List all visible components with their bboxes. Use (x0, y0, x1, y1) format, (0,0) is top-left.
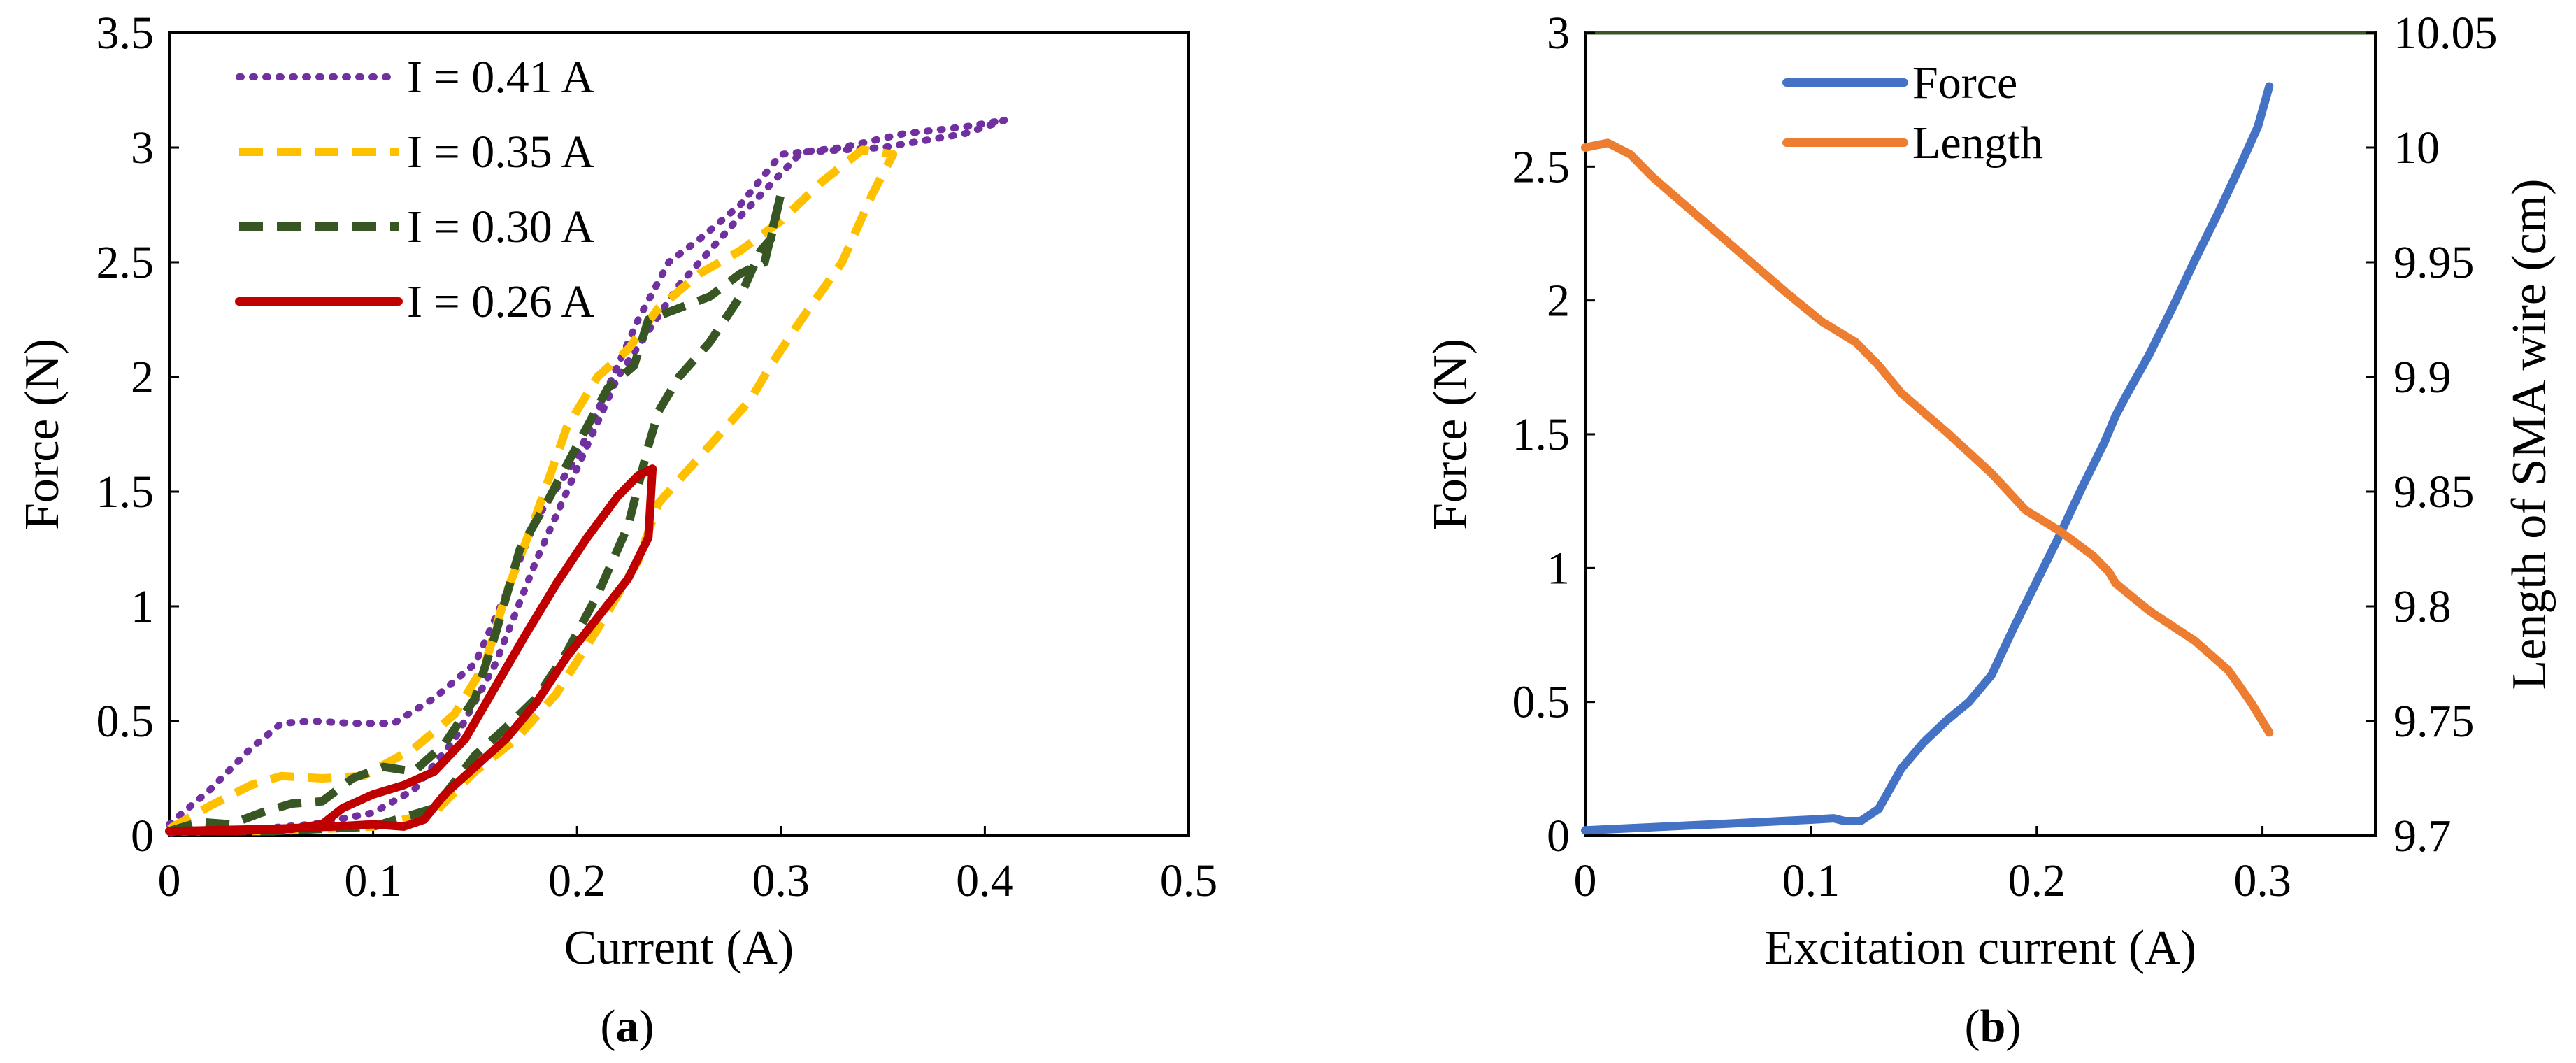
chart-b-xlabel: Excitation current (A) (1764, 921, 2196, 975)
chart-a-ytick-label: 3 (131, 122, 154, 173)
panel-label-a: (a) (601, 1001, 654, 1052)
chart-a-xtick-label: 0.5 (1160, 855, 1218, 906)
chart-a: 0 0.1 0.2 0.3 0.4 0.5 0 0.5 1 1.5 2 2.5 3 3.5 I = 0.4… (15, 8, 1217, 1052)
chart-b-y2tick-label: 9.95 (2393, 237, 2475, 288)
chart-b-legend-label: Force (1912, 57, 2017, 108)
chart-b-ytick-label: 1 (1547, 543, 1570, 594)
chart-a-ytick-label: 1.5 (96, 466, 155, 518)
chart-a-ytick-label: 3.5 (96, 8, 155, 59)
chart-b-y2tick-label: 9.9 (2393, 352, 2452, 403)
chart-b-ytick-label: 2 (1547, 276, 1570, 327)
chart-b-y2tick-label: 9.85 (2393, 466, 2475, 518)
chart-b-ticks: 0 0.1 0.2 0.3 0 0.5 1 1.5 2 2.5 3 9.7 9.75 9.8 9.85 9.9… (1512, 8, 2498, 906)
chart-b-xtick-label: 0 (1574, 855, 1597, 906)
chart-b-xtick-label: 0.2 (2008, 855, 2066, 906)
chart-b-legend-label: Length (1912, 117, 2043, 169)
chart-a-series-i-0-26-a (165, 464, 657, 836)
chart-a-ytick-label: 0 (131, 811, 154, 862)
chart-a-xtick-label: 0 (158, 855, 181, 906)
chart-a-ylabel: Force (N) (15, 338, 69, 530)
chart-a-legend-label: I = 0.30 A (407, 201, 595, 252)
chart-a-ticks: 0 0.1 0.2 0.3 0.4 0.5 0 0.5 1 1.5 2 2.5 3 3.5 (96, 8, 1218, 906)
chart-b-legend: Force Length (1782, 57, 2043, 169)
chart-b-ytick-label: 1.5 (1512, 409, 1570, 460)
chart-b-y2label: Length of SMA wire (cm) (2503, 179, 2556, 690)
chart-a-xlabel: Current (A) (564, 921, 794, 975)
chart-a-xtick-label: 0.4 (956, 855, 1014, 906)
chart-b-ytick-label: 0 (1547, 811, 1570, 862)
chart-a-legend-label: I = 0.41 A (407, 52, 595, 103)
chart-a-series (165, 116, 1009, 837)
chart-b-y2tick-label: 9.75 (2393, 696, 2475, 747)
chart-b: 0 0.1 0.2 0.3 0 0.5 1 1.5 2 2.5 3 9.7 9.75 9.8 9.85 9.9… (1424, 8, 2556, 1052)
chart-a-xtick-label: 0.3 (752, 855, 810, 906)
chart-a-legend-label: I = 0.26 A (407, 276, 595, 327)
chart-a-plot-area (168, 31, 1190, 837)
chart-b-y2tick-label: 9.7 (2393, 811, 2452, 862)
chart-b-series-force (1581, 82, 2274, 835)
chart-a-xtick-label: 0.2 (548, 855, 606, 906)
panel-label-b: (b) (1965, 1001, 2022, 1052)
chart-b-xtick-label: 0.3 (2233, 855, 2291, 906)
chart-a-legend-label: I = 0.35 A (407, 127, 595, 178)
chart-b-y2tick-label: 10.05 (2393, 8, 2498, 59)
chart-b-y2tick-label: 9.8 (2393, 581, 2452, 632)
chart-a-ytick-label: 2.5 (96, 237, 155, 288)
chart-b-ytick-label: 3 (1547, 8, 1570, 59)
chart-b-y2tick-label: 10 (2393, 122, 2440, 173)
chart-b-ylabel: Force (N) (1424, 338, 1477, 530)
chart-b-series (1581, 82, 2274, 835)
chart-b-ytick-label: 0.5 (1512, 677, 1570, 728)
chart-a-ytick-label: 2 (131, 352, 154, 403)
chart-a-series-i-0-41-a (166, 116, 1009, 837)
chart-a-legend: I = 0.41 A I = 0.35 A I = 0.30 A I = 0.26 A (235, 52, 595, 327)
chart-a-ytick-label: 0.5 (96, 696, 155, 747)
chart-a-series-i-0-35-a (167, 145, 898, 836)
chart-a-xtick-label: 0.1 (344, 855, 402, 906)
chart-b-ytick-label: 2.5 (1512, 141, 1570, 192)
chart-b-xtick-label: 0.1 (1782, 855, 1840, 906)
chart-a-ytick-label: 1 (131, 581, 154, 632)
chart-b-series-length (1581, 138, 2274, 737)
